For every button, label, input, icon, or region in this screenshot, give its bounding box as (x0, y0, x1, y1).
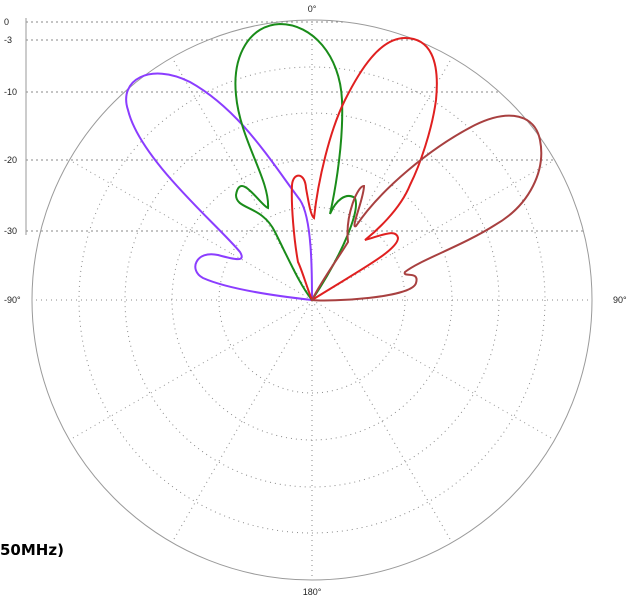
pattern-series-red (290, 36, 438, 302)
grid-spoke (69, 159, 313, 301)
polar-grid (25, 18, 593, 581)
radial-tick-label: -3 (4, 35, 12, 45)
radial-tick-label: -10 (4, 87, 17, 97)
pattern-series-purple (125, 72, 314, 302)
outer-circle (31, 19, 593, 581)
grid-spoke (311, 159, 555, 301)
grid-ring (124, 112, 500, 488)
pattern-series-green (234, 22, 357, 302)
chart-labels: 0 -3 -10 -20 -30 0° 90° 180° -90° (4, 4, 627, 597)
angle-label: -90° (4, 295, 21, 305)
grid-spoke (311, 299, 453, 543)
angle-label: 0° (308, 4, 317, 14)
chart-caption: 50MHz) (0, 541, 64, 559)
grid-spoke (69, 299, 313, 441)
grid-spoke (311, 299, 555, 441)
grid-ring (78, 66, 546, 534)
grid-spoke (171, 57, 313, 301)
pattern-series-brown (310, 114, 543, 302)
radial-tick-label: -20 (4, 155, 17, 165)
angle-label: 90° (613, 295, 627, 305)
radial-tick-label: 0 (4, 17, 9, 27)
grid-ring (218, 206, 406, 394)
grid-spoke (311, 57, 453, 301)
angle-label: 180° (303, 587, 322, 597)
radiation-patterns (125, 22, 543, 302)
radial-tick-label: -30 (4, 226, 17, 236)
grid-spoke (171, 299, 313, 543)
